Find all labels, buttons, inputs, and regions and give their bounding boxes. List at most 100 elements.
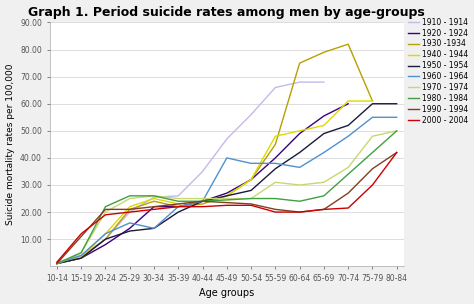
1990 - 1994 [127, 208, 133, 211]
1930 -1934 [102, 237, 108, 241]
1960 - 1964 [346, 134, 351, 138]
1980 - 1984 [297, 199, 302, 203]
1990 - 1994 [54, 262, 60, 265]
2000 - 2004 [346, 206, 351, 210]
1910 - 1914 [78, 254, 84, 257]
1930 -1934 [224, 194, 230, 198]
2000 - 2004 [127, 210, 133, 214]
1970 - 1974 [346, 166, 351, 169]
1910 - 1914 [297, 80, 302, 84]
1940 - 1944 [248, 178, 254, 181]
2000 - 2004 [273, 210, 278, 214]
1910 - 1914 [127, 210, 133, 214]
1990 - 1994 [102, 208, 108, 211]
1990 - 1994 [273, 208, 278, 211]
1960 - 1964 [102, 232, 108, 236]
1960 - 1964 [394, 116, 400, 119]
1930 -1934 [200, 202, 205, 206]
1970 - 1974 [321, 181, 327, 184]
1960 - 1964 [127, 221, 133, 225]
1950 - 1954 [248, 188, 254, 192]
1990 - 1994 [321, 208, 327, 211]
1940 - 1944 [78, 255, 84, 259]
1990 - 1994 [78, 235, 84, 238]
1990 - 1994 [394, 151, 400, 154]
1970 - 1974 [151, 194, 157, 198]
1950 - 1954 [297, 151, 302, 154]
1950 - 1954 [175, 210, 181, 214]
1940 - 1944 [321, 124, 327, 127]
Line: 1940 - 1944: 1940 - 1944 [57, 101, 373, 264]
1930 -1934 [151, 199, 157, 203]
2000 - 2004 [297, 210, 302, 214]
1910 - 1914 [200, 170, 205, 173]
1910 - 1914 [224, 137, 230, 141]
1950 - 1954 [54, 262, 60, 265]
Title: Graph 1. Period suicide rates among men by age-groups: Graph 1. Period suicide rates among men … [28, 5, 425, 19]
1950 - 1954 [394, 102, 400, 105]
Line: 1970 - 1974: 1970 - 1974 [57, 131, 397, 264]
2000 - 2004 [78, 232, 84, 236]
1920 - 1924 [102, 243, 108, 247]
1960 - 1964 [273, 161, 278, 165]
1910 - 1914 [273, 86, 278, 89]
1940 - 1944 [346, 99, 351, 103]
1960 - 1964 [175, 205, 181, 209]
1950 - 1954 [273, 167, 278, 171]
1950 - 1954 [78, 256, 84, 260]
1990 - 1994 [224, 201, 230, 204]
2000 - 2004 [321, 208, 327, 211]
1930 -1934 [175, 205, 181, 209]
1960 - 1964 [54, 262, 60, 265]
1940 - 1944 [54, 262, 60, 265]
1960 - 1964 [200, 199, 205, 203]
Line: 1960 - 1964: 1960 - 1964 [57, 117, 397, 264]
1910 - 1914 [175, 194, 181, 198]
2000 - 2004 [175, 205, 181, 209]
1960 - 1964 [151, 226, 157, 230]
1940 - 1944 [273, 134, 278, 138]
1940 - 1944 [102, 232, 108, 236]
1980 - 1984 [102, 205, 108, 209]
1920 - 1924 [200, 199, 205, 203]
1970 - 1974 [175, 197, 181, 200]
1970 - 1974 [102, 210, 108, 214]
1970 - 1974 [54, 262, 60, 265]
2000 - 2004 [248, 203, 254, 207]
1980 - 1984 [394, 129, 400, 133]
1950 - 1954 [321, 132, 327, 135]
1920 - 1924 [321, 114, 327, 118]
1970 - 1974 [224, 197, 230, 200]
1990 - 1994 [175, 202, 181, 206]
1940 - 1944 [370, 99, 375, 103]
1950 - 1954 [127, 229, 133, 233]
1950 - 1954 [370, 102, 375, 105]
2000 - 2004 [54, 260, 60, 264]
1920 - 1924 [346, 102, 351, 105]
Line: 2000 - 2004: 2000 - 2004 [57, 153, 397, 262]
1980 - 1984 [151, 194, 157, 198]
1930 -1934 [273, 143, 278, 146]
1950 - 1954 [102, 237, 108, 241]
1980 - 1984 [200, 199, 205, 203]
1960 - 1964 [78, 254, 84, 257]
1960 - 1964 [224, 156, 230, 160]
1980 - 1984 [127, 194, 133, 198]
1930 -1934 [370, 99, 375, 103]
1930 -1934 [321, 50, 327, 54]
1920 - 1924 [78, 256, 84, 260]
1920 - 1924 [175, 205, 181, 209]
1940 - 1944 [224, 194, 230, 198]
Line: 1930 -1934: 1930 -1934 [57, 44, 373, 264]
1990 - 1994 [346, 191, 351, 195]
1930 -1934 [297, 61, 302, 65]
1990 - 1994 [248, 202, 254, 206]
1980 - 1984 [175, 199, 181, 203]
1960 - 1964 [370, 116, 375, 119]
1910 - 1914 [321, 80, 327, 84]
1970 - 1974 [127, 197, 133, 200]
1970 - 1974 [273, 181, 278, 184]
1990 - 1994 [200, 199, 205, 203]
1950 - 1954 [224, 194, 230, 198]
1940 - 1944 [200, 199, 205, 203]
